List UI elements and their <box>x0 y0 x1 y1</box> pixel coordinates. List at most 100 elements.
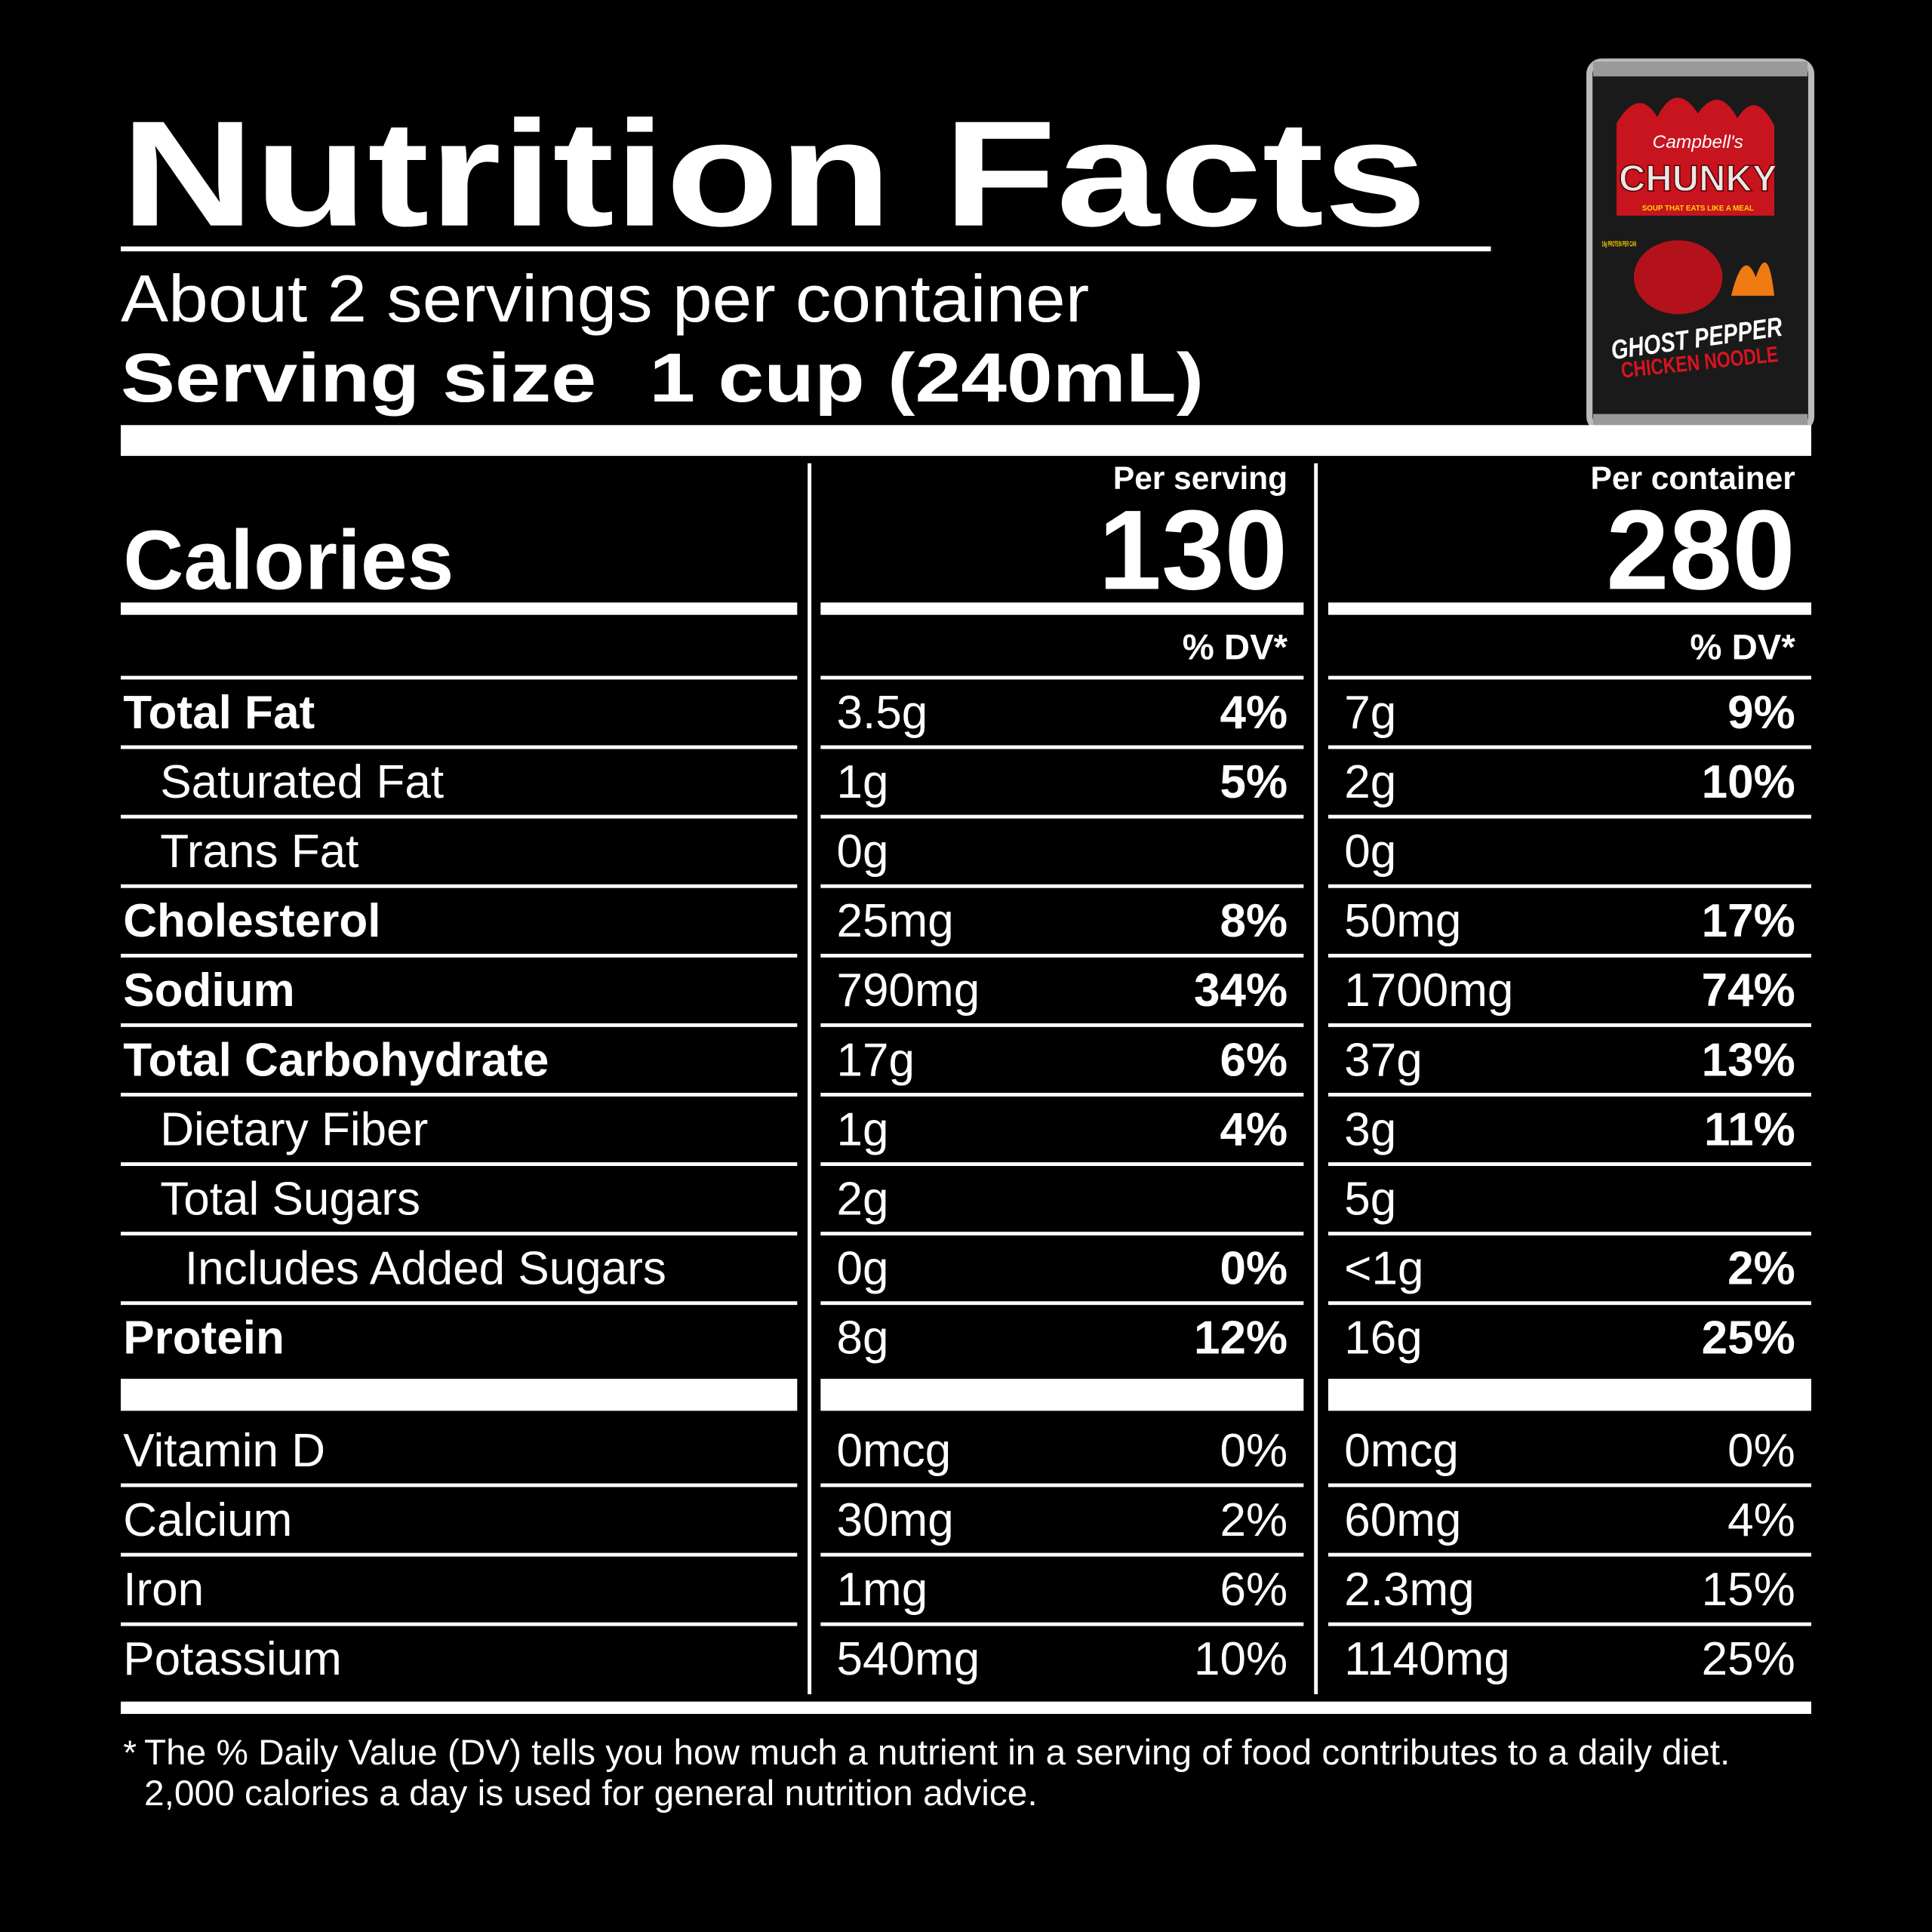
row-rule <box>820 1483 1304 1487</box>
amount: 1g <box>837 756 889 808</box>
row-rule <box>1328 1483 1811 1487</box>
amount: 0g <box>1344 826 1396 878</box>
sub-nutrient-name: Potassium <box>123 1633 342 1685</box>
daily-value: 0% <box>1220 1243 1287 1295</box>
thick-rule <box>1328 1378 1811 1411</box>
row-rule <box>121 1232 798 1236</box>
can-flame <box>1617 97 1775 216</box>
row-rule <box>121 953 798 958</box>
amount: 25mg <box>837 895 954 947</box>
row-rule <box>1328 1552 1811 1557</box>
dv-heading: % DV* <box>1690 627 1795 667</box>
row-rule <box>121 1622 798 1626</box>
row-rule <box>121 1093 798 1097</box>
product-can: Campbell's CHUNKY SOUP THAT EATS LIKE A … <box>1586 58 1815 432</box>
row-rule <box>1328 1023 1811 1027</box>
amount: 2.3mg <box>1344 1564 1474 1616</box>
daily-value: 4% <box>1220 687 1287 739</box>
daily-value: 0% <box>1727 1425 1795 1477</box>
amount: 0g <box>837 826 889 878</box>
daily-value: 25% <box>1702 1633 1795 1685</box>
daily-value: 12% <box>1194 1312 1287 1364</box>
sub-nutrient-name: Vitamin D <box>123 1425 325 1477</box>
row-rule <box>1328 814 1811 819</box>
amount: 2g <box>837 1173 889 1225</box>
row-rule <box>121 1483 798 1487</box>
daily-value: 8% <box>1220 895 1287 947</box>
daily-value: 17% <box>1702 895 1795 947</box>
row-rule <box>1328 1093 1811 1097</box>
daily-value: 5% <box>1220 756 1287 808</box>
column-heading: Per serving <box>1113 460 1287 496</box>
daily-value: 9% <box>1727 687 1795 739</box>
row-rule <box>820 1301 1304 1306</box>
row-rule <box>820 884 1304 888</box>
serving-size-label: Serving size <box>121 340 596 417</box>
row-rule <box>121 1552 798 1557</box>
footnote-marker: * <box>123 1734 137 1772</box>
daily-value: 4% <box>1220 1103 1287 1155</box>
row-rule <box>820 1162 1304 1166</box>
amount: 7g <box>1344 687 1396 739</box>
daily-value: 74% <box>1702 964 1795 1017</box>
dv-heading: % DV* <box>1183 627 1288 667</box>
daily-value: 2% <box>1220 1494 1287 1546</box>
row-rule <box>1328 1301 1811 1306</box>
amount: 0mcg <box>837 1425 952 1477</box>
daily-value: 10% <box>1702 756 1795 808</box>
daily-value: 15% <box>1702 1564 1795 1616</box>
row-rule <box>820 953 1304 958</box>
amount: 0mcg <box>1344 1425 1459 1477</box>
can-rim <box>1593 61 1808 77</box>
sub-nutrient-name: Includes Added Sugars <box>185 1243 666 1295</box>
amount: 790mg <box>837 964 980 1017</box>
row-rule <box>820 1093 1304 1097</box>
nutrient-name: Total Carbohydrate <box>123 1034 549 1086</box>
daily-value: 6% <box>1220 1034 1287 1086</box>
amount: 16g <box>1344 1312 1423 1364</box>
thick-rule <box>121 425 1811 457</box>
daily-value: 4% <box>1727 1494 1795 1546</box>
can-tagline: SOUP THAT EATS LIKE A MEAL <box>1642 205 1754 213</box>
amount: 3.5g <box>837 687 928 739</box>
row-rule <box>820 745 1304 749</box>
amount: 60mg <box>1344 1494 1461 1546</box>
amount: 1140mg <box>1344 1633 1510 1685</box>
row-rule <box>1328 675 1811 680</box>
row-rule <box>1328 953 1811 958</box>
medium-rule <box>1328 602 1811 615</box>
row-rule <box>121 1023 798 1027</box>
amount: 2g <box>1344 756 1396 808</box>
calories-value: 280 <box>1606 486 1795 613</box>
medium-rule <box>121 602 798 615</box>
daily-value: 6% <box>1220 1564 1287 1616</box>
sub-nutrient-name: Saturated Fat <box>160 756 444 808</box>
title: Nutrition Facts <box>121 91 1427 258</box>
thick-rule <box>121 1378 798 1411</box>
row-rule <box>820 814 1304 819</box>
daily-value: 34% <box>1194 964 1287 1017</box>
column-separator <box>1314 463 1318 1694</box>
sub-nutrient-name: Total Sugars <box>160 1173 420 1225</box>
amount: 17g <box>837 1034 915 1086</box>
row-rule <box>1328 745 1811 749</box>
daily-value: 10% <box>1194 1633 1287 1685</box>
daily-value: 2% <box>1727 1243 1795 1295</box>
can-protein: 16g PROTEIN PER CAN <box>1601 241 1636 249</box>
row-rule <box>820 675 1304 680</box>
row-rule <box>820 1023 1304 1027</box>
sub-nutrient-name: Calcium <box>123 1494 292 1546</box>
nutrient-name: Sodium <box>123 964 294 1017</box>
nutrient-name: Total Fat <box>123 687 315 739</box>
nutrient-name: Cholesterol <box>123 895 380 947</box>
calories-value: 130 <box>1099 486 1288 613</box>
amount: 3g <box>1344 1103 1396 1155</box>
row-rule <box>121 814 798 819</box>
amount: 5g <box>1344 1173 1396 1225</box>
row-rule <box>121 1301 798 1306</box>
row-rule <box>121 745 798 749</box>
rule <box>121 246 1491 252</box>
can-pepper <box>1633 240 1723 315</box>
